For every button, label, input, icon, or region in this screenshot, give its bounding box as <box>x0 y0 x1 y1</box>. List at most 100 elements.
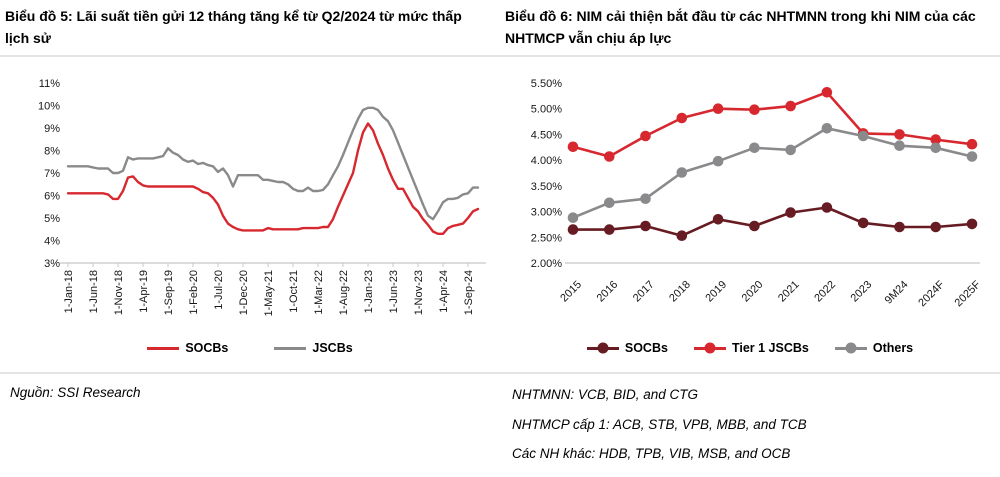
x-tick-label: 2021 <box>776 279 802 305</box>
data-point-socbs <box>930 221 941 233</box>
x-tick-label: 1-Jan-18 <box>63 270 75 313</box>
nim-line-chart: 5.50% 5.00% 4.50% 4.00% 3.50% 3.00% 2.50% 2.00%… <box>531 78 984 309</box>
y-tick-label: 10% <box>38 101 60 113</box>
x-tick-label: 2023 <box>849 279 875 305</box>
x-tick-label: 1-Jun-18 <box>88 270 100 313</box>
deposit-rate-line-chart: 11% 10% 9% 8% 7% 6% 5% 4% 3%1-Jan-18 1-Jun-18 1-No… <box>38 78 486 316</box>
data-point-others <box>567 212 579 223</box>
x-tick-label: 2019 <box>703 279 729 305</box>
y-tick-label: 5.50% <box>531 78 562 90</box>
data-point-socbs <box>567 224 579 235</box>
data-point-tier-1-jscbs <box>894 129 905 140</box>
series-line-jscbs <box>66 106 480 221</box>
legend-dot-icon <box>597 342 609 354</box>
legend-label: Others <box>872 341 914 355</box>
legend-item-jscbs: JSCBs <box>274 341 353 355</box>
data-point-others <box>640 193 651 204</box>
y-tick-label: 4% <box>44 236 60 248</box>
legend-swatch-icon <box>586 342 619 354</box>
y-tick-label: 2.50% <box>531 232 562 244</box>
legend-swatch-icon <box>147 346 180 350</box>
x-tick-label: 2015 <box>558 279 584 305</box>
x-tick-label: 2018 <box>667 279 693 305</box>
x-tick-label: 1-May-21 <box>263 270 275 316</box>
data-point-others <box>676 167 688 178</box>
x-tick-label: 2020 <box>740 279 766 305</box>
x-tick-label: 1-Aug-22 <box>338 270 350 315</box>
data-point-tier-1-jscbs <box>567 141 579 153</box>
data-point-others <box>785 144 796 156</box>
y-tick-label: 3.50% <box>531 181 562 193</box>
data-point-socbs <box>821 202 833 213</box>
chart-notes: NHTMNN: VCB, BID, and CTG NHTMCP cấp 1: … <box>512 380 807 469</box>
data-point-others <box>749 142 760 154</box>
data-point-socbs <box>604 224 615 235</box>
legend-item-others: Others <box>834 341 914 355</box>
legend-item-tier-1-jscbs: Tier 1 JSCBs <box>693 341 809 355</box>
data-point-tier-1-jscbs <box>676 112 688 124</box>
data-point-socbs <box>640 220 651 232</box>
divider-bottom <box>0 372 1000 374</box>
note-nhtmcp-tier1: NHTMCP cấp 1: ACB, STB, VPB, MBB, and TC… <box>512 416 807 432</box>
series-line-others <box>571 127 974 219</box>
y-tick-label: 8% <box>44 146 60 158</box>
series-line-socbs <box>571 206 974 237</box>
x-tick-label: 1-Mar-22 <box>313 270 325 315</box>
data-point-tier-1-jscbs <box>930 134 941 145</box>
y-tick-label: 6% <box>44 191 60 203</box>
data-point-others <box>857 130 869 142</box>
legend-swatch-icon <box>834 342 867 354</box>
x-tick-label: 2022 <box>812 279 838 305</box>
y-tick-label: 4.00% <box>531 155 562 167</box>
x-tick-label: 1-Sep-24 <box>463 270 475 315</box>
data-point-others <box>712 155 724 167</box>
y-tick-label: 2.00% <box>531 258 562 270</box>
x-tick-label: 2025F <box>953 278 984 309</box>
data-point-others <box>930 142 941 154</box>
data-point-tier-1-jscbs <box>640 130 651 142</box>
data-point-socbs <box>712 214 724 225</box>
data-point-tier-1-jscbs <box>821 87 833 98</box>
data-point-others <box>894 140 905 151</box>
left-chart-title: Biểu đồ 5: Lãi suất tiền gửi 12 tháng tă… <box>5 8 462 46</box>
legend-item-socbs: SOCBs <box>147 341 228 355</box>
legend-label: JSCBs <box>312 341 353 355</box>
y-tick-label: 3% <box>44 258 60 270</box>
x-tick-label: 1-Nov-18 <box>113 270 125 315</box>
x-tick-label: 1-Jan-23 <box>363 270 375 313</box>
y-tick-label: 11% <box>39 78 60 90</box>
data-point-socbs <box>857 217 869 229</box>
y-tick-label: 7% <box>44 168 60 180</box>
series-line-tier-1-jscbs <box>571 90 974 158</box>
legend-label: Tier 1 JSCBs <box>731 341 809 355</box>
left-chart-legend: SOCBs JSCBs <box>0 341 500 355</box>
x-tick-label: 2024F <box>916 278 947 309</box>
x-tick-label: 2017 <box>631 279 657 305</box>
x-tick-label: 1-Jul-20 <box>213 270 225 310</box>
x-tick-label: 1-Nov-23 <box>413 270 425 315</box>
x-tick-label: 1-Apr-24 <box>438 270 450 313</box>
legend-label: SOCBs <box>624 341 668 355</box>
legend-dot-icon <box>704 342 716 354</box>
data-point-socbs <box>676 230 688 241</box>
x-tick-label: 1-Oct-21 <box>288 270 300 313</box>
note-nhtmnn: NHTMNN: VCB, BID, and CTG <box>512 387 699 402</box>
y-tick-label: 3.00% <box>531 207 562 219</box>
x-tick-label: 1-Dec-20 <box>238 270 250 315</box>
source-note: Nguồn: SSI Research <box>10 385 141 400</box>
data-point-tier-1-jscbs <box>749 104 760 115</box>
x-tick-label: 1-Apr-19 <box>138 270 150 313</box>
x-tick-label: 1-Sep-19 <box>163 270 175 315</box>
data-point-others <box>821 123 833 134</box>
x-tick-label: 2016 <box>595 279 621 305</box>
data-point-socbs <box>966 218 978 230</box>
divider-top <box>0 55 1000 57</box>
note-other-banks: Các NH khác: HDB, TPB, VIB, MSB, and OCB <box>512 446 791 461</box>
legend-swatch-icon <box>693 342 726 354</box>
data-point-socbs <box>894 221 905 233</box>
x-tick-label: 9M24 <box>883 279 911 307</box>
series-line-socbs <box>66 122 480 236</box>
y-tick-label: 5.00% <box>531 104 562 116</box>
right-chart-title: Biểu đồ 6: NIM cải thiện bắt đầu từ các … <box>505 8 976 46</box>
